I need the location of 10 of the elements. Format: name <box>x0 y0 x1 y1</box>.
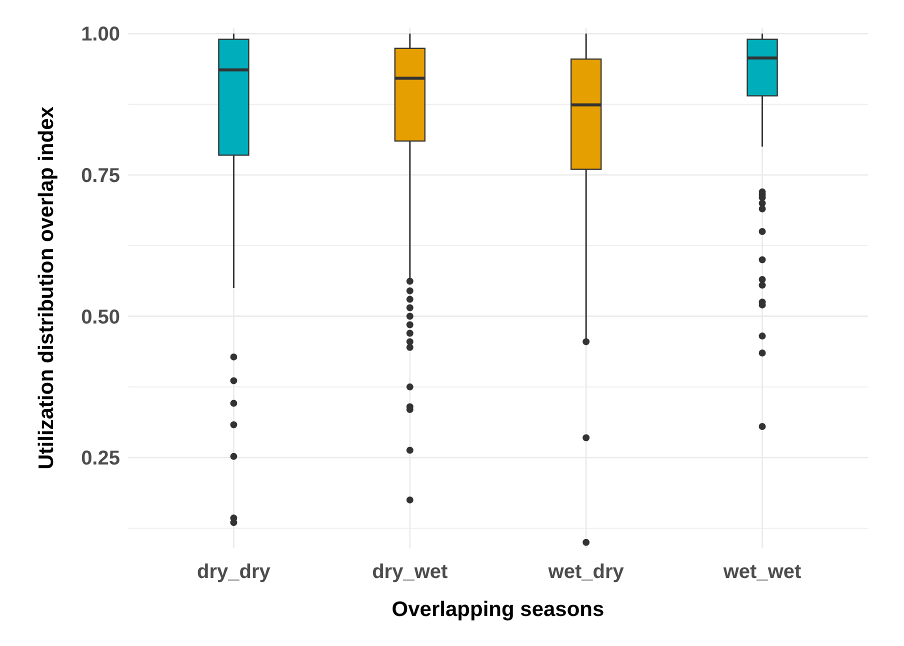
y-tick-label: 0.75 <box>81 164 120 187</box>
y-axis-title: Utilization distribution overlap index <box>35 106 58 470</box>
x-axis-title: Overlapping seasons <box>392 598 604 621</box>
x-tick-label: dry_wet <box>372 561 448 583</box>
y-tick-label: 0.25 <box>81 448 120 470</box>
x-tick-label: dry_dry <box>197 561 272 583</box>
y-tick-label: 0.50 <box>81 306 120 328</box>
x-tick-label: wet_dry <box>547 561 625 583</box>
x-tick-label: wet_wet <box>722 561 802 583</box>
y-tick-label: 1.00 <box>81 24 120 46</box>
